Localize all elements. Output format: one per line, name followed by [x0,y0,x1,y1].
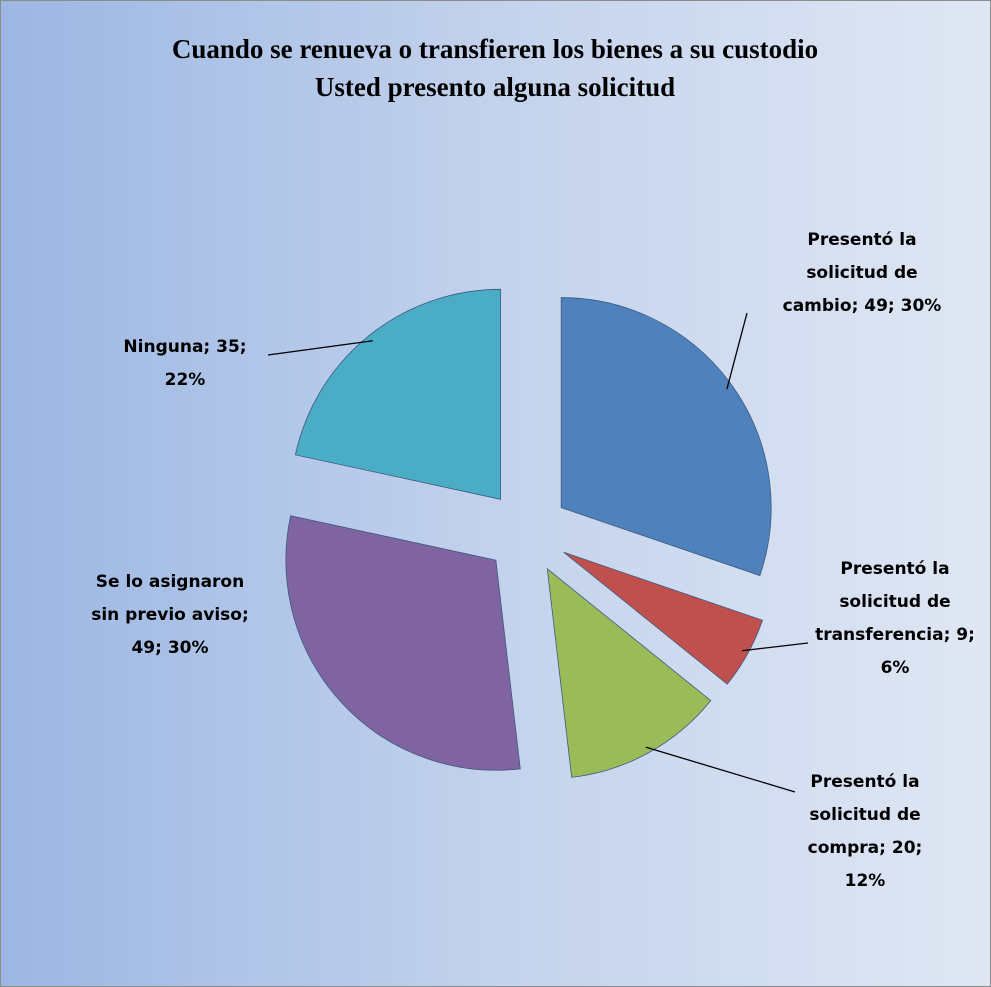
data-label: Se lo asignaron [96,572,244,592]
pie-slice [294,288,502,500]
data-label: solicitud de [806,263,917,283]
data-label: Presentó la [810,772,919,792]
data-label: solicitud de [839,592,950,612]
leader-line [742,642,809,652]
data-label: 6% [881,658,910,678]
pie-slice [563,551,763,685]
pie-slice [285,515,521,771]
leader-line [726,312,748,390]
pie-slice [560,297,772,577]
data-label: Ninguna; 35; [123,337,246,357]
data-label: cambio; 49; 30% [783,296,942,316]
data-label: Presentó la [807,230,916,250]
chart-title: Usted presento alguna solicitud [315,72,675,102]
data-label: 22% [165,370,206,390]
data-label: transferencia; 9; [815,625,975,645]
leader-line [645,746,796,793]
data-label: solicitud de [809,805,920,825]
data-label: Presentó la [840,559,949,579]
leader-line [267,340,373,356]
data-label: compra; 20; [808,838,923,858]
data-label: sin previo aviso; [91,605,249,625]
data-label: 12% [845,871,886,891]
chart-title: Cuando se renueva o transfieren los bien… [172,34,818,64]
data-label: 49; 30% [131,638,208,658]
pie-slice [546,567,712,778]
